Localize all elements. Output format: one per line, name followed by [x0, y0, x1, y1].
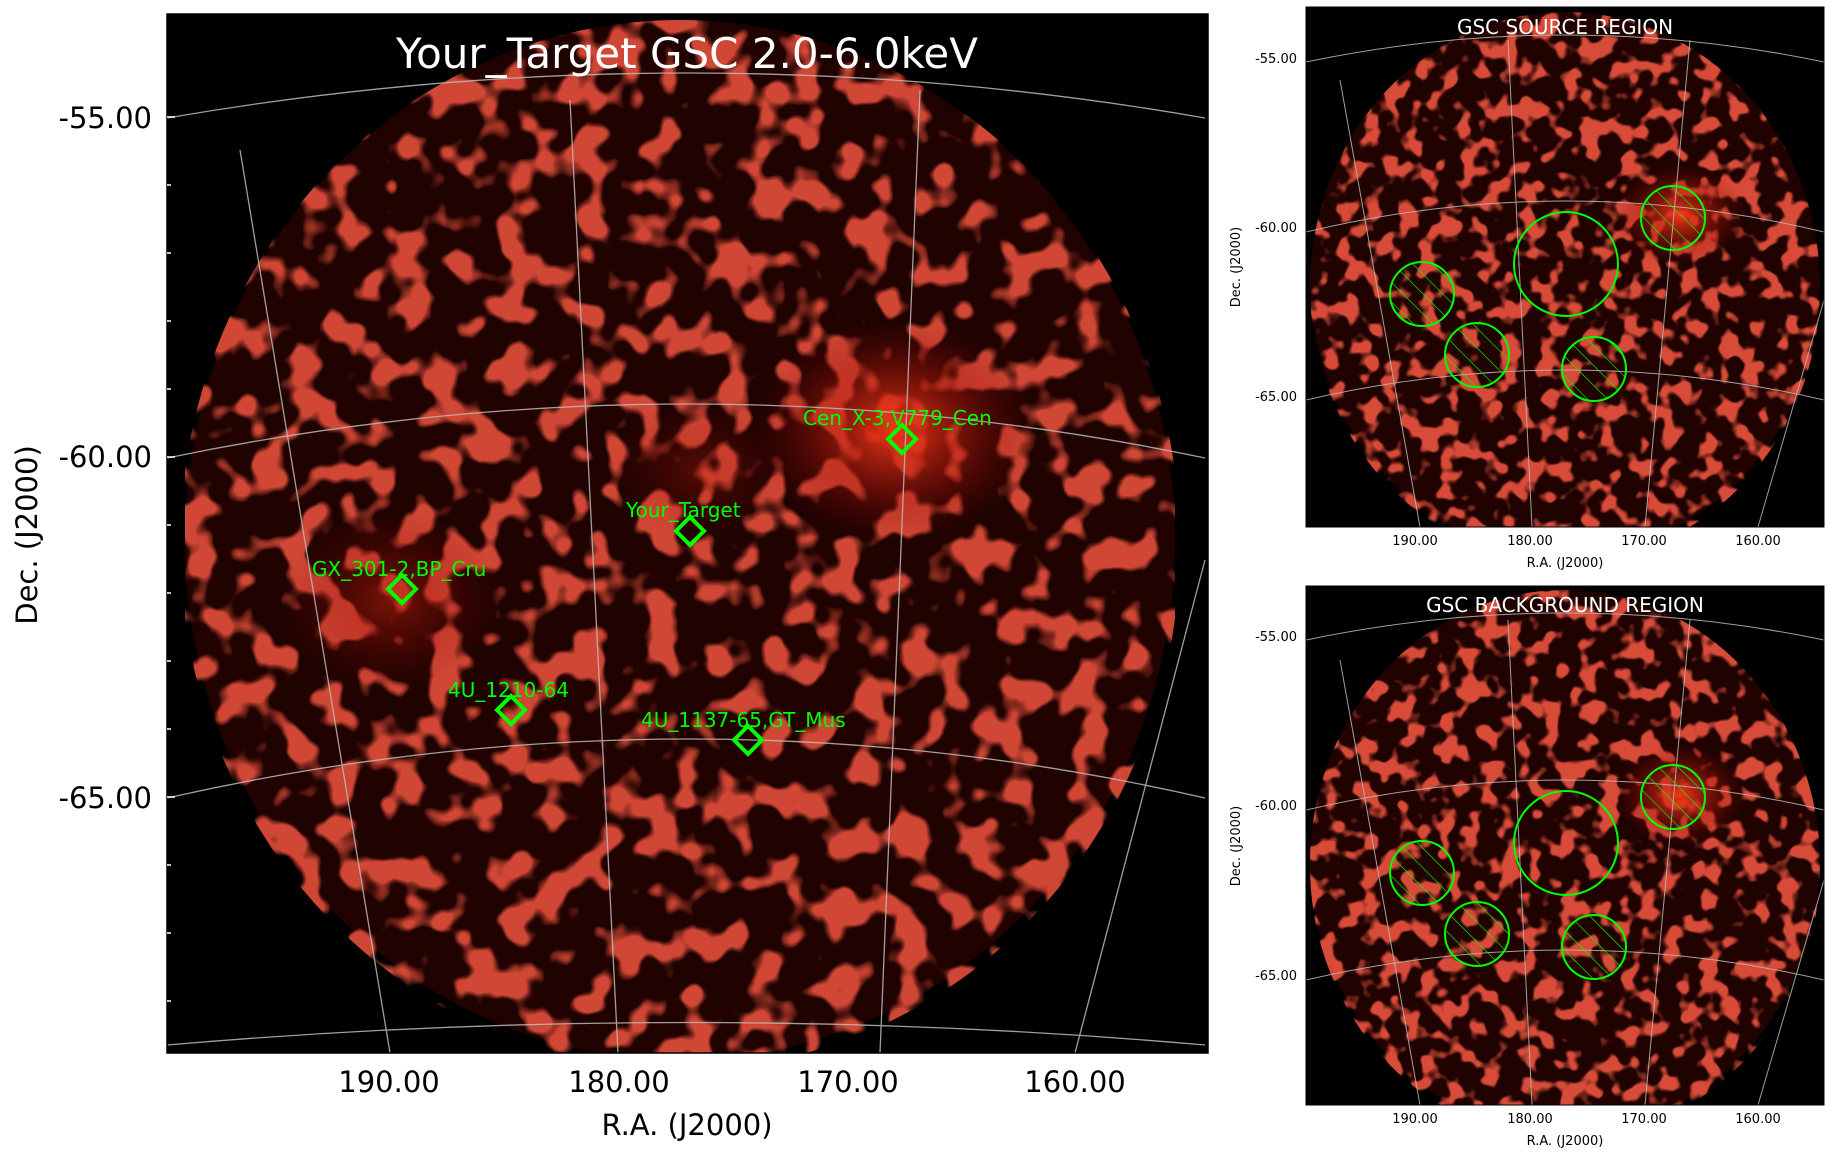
source-ytick-60: -60.00: [1255, 221, 1297, 236]
main-xtick-190: 190.00: [338, 1065, 439, 1099]
source-region-panel: GSC SOURCE REGION -55.00 -60.00 -65.00 1…: [1229, 6, 1825, 571]
main-plot-frame: [166, 13, 1209, 1054]
main-ytick-65: -65.00: [59, 781, 153, 815]
label-your-target: Your_Target: [625, 498, 741, 522]
main-xlabel: R.A. (J2000): [601, 1108, 772, 1142]
background-region-panel: GSC BACKGROUND REGION -55.00 -60.00 -65.…: [1229, 585, 1825, 1149]
source-circle-target[interactable]: [1513, 211, 1619, 317]
main-sky-map: Cen_X-3,V779_Cen Your_Target GX_301-2,BP…: [10, 13, 1209, 1142]
main-fov-mask: [167, 14, 1208, 1053]
bg2-circle-3[interactable]: [1444, 901, 1510, 967]
background-xtick-170: 170.00: [1621, 1112, 1667, 1127]
bg2-source-circle-target[interactable]: [1513, 790, 1619, 896]
source-xtick-180: 180.00: [1507, 534, 1553, 549]
background-xtick-160: 160.00: [1735, 1112, 1781, 1127]
source-region-circles: [1389, 185, 1706, 402]
background-ytick-65: -65.00: [1255, 969, 1297, 984]
label-4u1137: 4U_1137-65,GT_Mus: [641, 708, 846, 732]
bg-circle-3[interactable]: [1444, 322, 1510, 388]
background-ytick-55: -55.00: [1255, 630, 1297, 645]
label-cen-x3: Cen_X-3,V779_Cen: [803, 406, 992, 430]
source-ytick-65: -65.00: [1255, 390, 1297, 405]
marker-your-target[interactable]: [673, 514, 707, 548]
source-panel-title: GSC SOURCE REGION: [1457, 15, 1673, 39]
gx301-glow: [280, 510, 500, 690]
main-xtick-170: 170.00: [797, 1065, 898, 1099]
main-emission-field: [185, 20, 1175, 1053]
marker-4u1137[interactable]: [731, 723, 765, 757]
main-ylabel: Dec. (J2000): [10, 445, 44, 625]
source-xtick-190: 190.00: [1392, 534, 1438, 549]
background-ytick-60: -60.00: [1255, 799, 1297, 814]
background-xtick-180: 180.00: [1507, 1112, 1553, 1127]
bg-circle-2[interactable]: [1389, 261, 1455, 327]
background-panel-title: GSC BACKGROUND REGION: [1426, 593, 1704, 617]
source-xlabel: R.A. (J2000): [1527, 556, 1604, 571]
bg-circle-4[interactable]: [1561, 336, 1627, 402]
background-region-circles: [1389, 764, 1706, 980]
bg2-circle-4[interactable]: [1561, 914, 1627, 980]
source-xtick-170: 170.00: [1621, 534, 1667, 549]
background-ylabel: Dec. (J2000): [1229, 806, 1244, 886]
main-ytick-55: -55.00: [59, 101, 153, 135]
marker-4u1210[interactable]: [494, 693, 528, 727]
bg2-circle-2[interactable]: [1389, 840, 1455, 906]
main-xtick-160: 160.00: [1024, 1065, 1125, 1099]
source-ylabel: Dec. (J2000): [1229, 227, 1244, 307]
main-xtick-180: 180.00: [568, 1065, 669, 1099]
source-markers: [385, 422, 919, 757]
background-xtick-190: 190.00: [1392, 1112, 1438, 1127]
background-xlabel: R.A. (J2000): [1527, 1134, 1604, 1149]
main-grid: [167, 72, 1206, 1053]
source-xtick-160: 160.00: [1735, 534, 1781, 549]
source-ytick-55: -55.00: [1255, 52, 1297, 67]
main-left-ticks: [167, 116, 175, 1002]
marker-gx301[interactable]: [385, 572, 419, 606]
main-title: Your_Target GSC 2.0-6.0keV: [395, 29, 978, 78]
label-gx301: GX_301-2,BP_Cru: [312, 557, 486, 581]
bg2-circle-1[interactable]: [1640, 764, 1706, 830]
marker-cen-x3[interactable]: [885, 422, 919, 456]
label-4u1210: 4U_1210-64: [448, 678, 569, 702]
bg-circle-1[interactable]: [1640, 185, 1706, 251]
main-ytick-60: -60.00: [59, 440, 153, 474]
